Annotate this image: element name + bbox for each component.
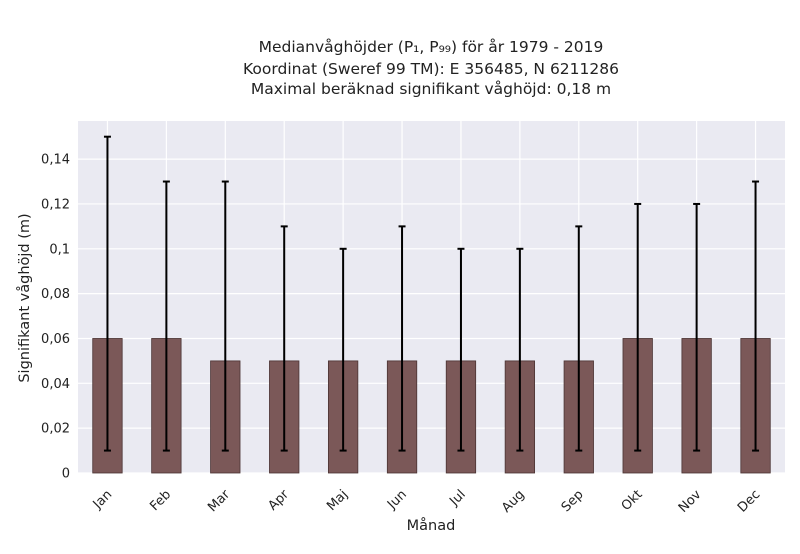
x-tick-label-apr: Apr xyxy=(266,487,293,514)
title-line-3: Maximal beräknad signifikant våghöjd: 0,… xyxy=(251,80,611,98)
error-bar-aug xyxy=(516,247,524,452)
error-bar-feb xyxy=(162,180,170,452)
x-tick-label-jun: Jun xyxy=(384,487,410,513)
error-bars-group xyxy=(103,135,760,452)
x-axis-label: Månad xyxy=(407,517,456,534)
x-tick-label-nov: Nov xyxy=(676,487,705,516)
error-bar-sep xyxy=(575,225,583,452)
y-tick-label: 0,14 xyxy=(41,153,70,168)
error-bar-maj xyxy=(339,247,347,452)
x-tick-label-okt: Okt xyxy=(619,487,646,514)
y-tick-label: 0,06 xyxy=(41,332,70,347)
x-tick-label-mar: Mar xyxy=(205,487,233,515)
y-axis-label: Signifikant våghöjd (m) xyxy=(16,213,33,382)
x-tick-label-feb: Feb xyxy=(147,487,174,514)
x-tick-label-aug: Aug xyxy=(499,487,528,516)
y-tick-label: 0 xyxy=(62,467,70,482)
chart-title: Medianvåghöjder (P₁, P₉₉) för år 1979 - … xyxy=(243,38,619,98)
y-tick-label: 0,12 xyxy=(41,197,70,212)
error-bar-mar xyxy=(221,180,229,452)
y-tick-label: 0,02 xyxy=(41,422,70,437)
error-bar-jul xyxy=(457,247,465,452)
plot-area xyxy=(78,121,785,473)
y-tick-label: 0,04 xyxy=(41,377,70,392)
x-axis-ticks: Jan Feb Mar Apr Maj Jun Jul Aug Sep Okt Nov Dec xyxy=(90,487,764,516)
y-axis-ticks: 0 0,02 0,04 0,06 0,08 0,1 0,12 0,14 xyxy=(41,153,70,482)
x-tick-label-dec: Dec xyxy=(735,487,763,515)
x-tick-label-sep: Sep xyxy=(559,487,587,515)
error-bar-apr xyxy=(280,225,288,452)
y-tick-label: 0,08 xyxy=(41,287,70,302)
error-bar-okt xyxy=(634,202,642,452)
title-line-1: Medianvåghöjder (P₁, P₉₉) för år 1979 - … xyxy=(259,38,604,56)
x-tick-label-maj: Maj xyxy=(324,487,351,514)
x-tick-label-jan: Jan xyxy=(90,487,115,512)
error-bar-jan xyxy=(103,135,111,452)
x-tick-label-jul: Jul xyxy=(446,487,468,509)
y-tick-label: 0,1 xyxy=(49,242,70,257)
error-bar-nov xyxy=(693,202,701,452)
title-line-2: Koordinat (Sweref 99 TM): E 356485, N 62… xyxy=(243,60,619,78)
error-bar-jun xyxy=(398,225,406,452)
error-bar-dec xyxy=(752,180,760,452)
